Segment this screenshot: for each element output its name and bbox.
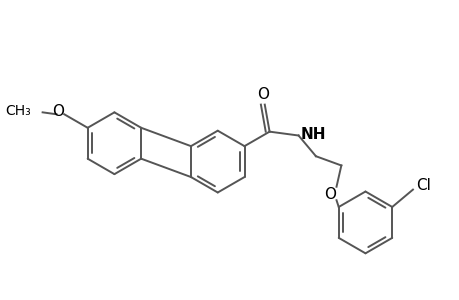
Text: Cl: Cl [415, 178, 430, 193]
Text: O: O [323, 187, 335, 202]
Text: O: O [256, 88, 268, 103]
Text: NH: NH [300, 127, 325, 142]
Text: CH₃: CH₃ [5, 104, 31, 118]
Text: O: O [52, 104, 64, 119]
